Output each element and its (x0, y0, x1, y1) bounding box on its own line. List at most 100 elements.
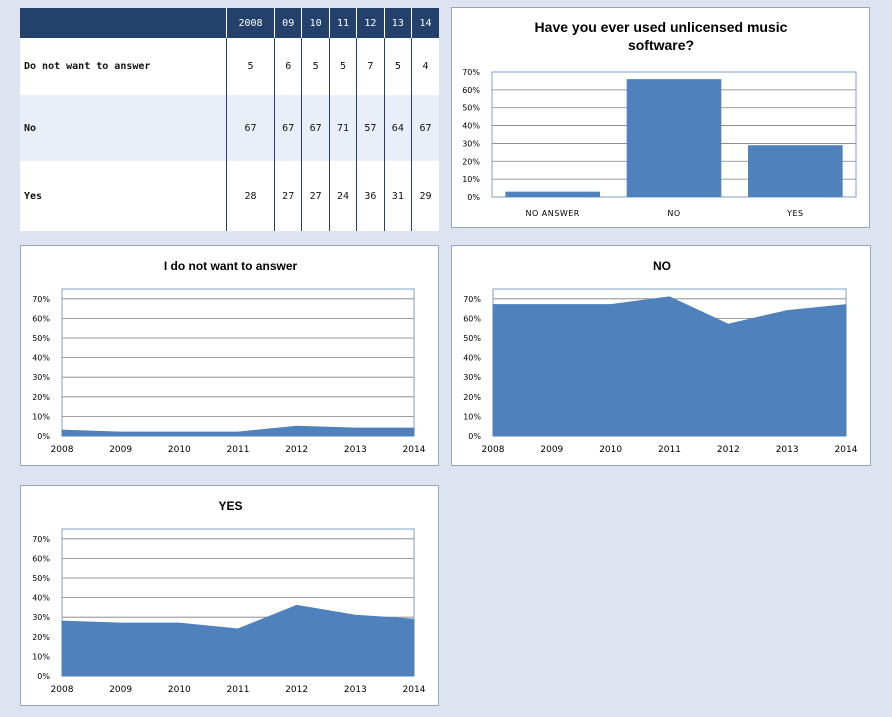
y-tick-label: 70% (32, 535, 50, 544)
x-tick-label: 2010 (168, 685, 191, 695)
x-tick-label: 2012 (285, 685, 308, 695)
table-cell: 5 (301, 38, 330, 95)
y-tick-label: 40% (462, 122, 480, 131)
y-tick-label: 60% (463, 314, 481, 323)
y-tick-label: 10% (463, 412, 481, 421)
y-tick-label: 10% (462, 175, 480, 184)
table-cell: 67 (301, 95, 330, 161)
table-header-cell: 09 (273, 8, 302, 38)
chart-title: software? (628, 37, 694, 53)
y-tick-label: 0% (468, 432, 481, 441)
area-chart-no: NO 0% 10% 20% 30% 40% 50% 60% 70% 2008 2009 2010 201… (463, 259, 858, 455)
y-tick-label: 30% (463, 373, 481, 382)
x-tick-label: 2009 (109, 445, 132, 455)
x-tick-label: 2008 (51, 685, 74, 695)
row-label: No (20, 95, 227, 161)
bar-no (626, 79, 722, 197)
table-cell: 29 (411, 161, 439, 231)
y-tick-label: 30% (32, 373, 50, 382)
area-chart-no-panel: NO 0% 10% 20% 30% 40% 50% 60% 70% 2008 2009 2010 201… (451, 245, 871, 466)
table-cell: 24 (328, 161, 357, 231)
table-cell: 64 (383, 95, 412, 161)
y-tick-label: 60% (32, 314, 50, 323)
x-tick-label: 2010 (168, 445, 191, 455)
top-strip (0, 0, 892, 4)
table-cell: 67 (273, 95, 302, 161)
table-cell: 67 (411, 95, 439, 161)
y-tick-label: 50% (32, 334, 50, 343)
y-tick-label: 70% (463, 295, 481, 304)
table-header-row: 2008 09 10 11 12 13 14 (20, 8, 439, 38)
table-header-cell: 14 (411, 8, 439, 38)
table-header-cell: 10 (301, 8, 330, 38)
x-tick-label: 2014 (403, 445, 426, 455)
y-tick-label: 50% (462, 104, 480, 113)
x-tick-label: 2008 (51, 445, 74, 455)
x-tick-label: 2014 (835, 445, 858, 455)
table-row: Yes 28 27 27 24 36 31 29 (20, 161, 439, 231)
y-tick-label: 0% (37, 672, 50, 681)
table-header-cell (20, 8, 227, 38)
y-tick-label: 70% (32, 295, 50, 304)
chart-title: Have you ever used unlicensed music (535, 19, 788, 35)
y-tick-label: 20% (32, 393, 50, 402)
table-cell: 36 (356, 161, 385, 231)
row-label: Do not want to answer (20, 38, 227, 95)
row-label: Yes (20, 161, 227, 231)
table-cell: 28 (226, 161, 275, 231)
x-tick-label: 2013 (344, 445, 367, 455)
table-header-cell: 12 (356, 8, 385, 38)
y-tick-label: 0% (467, 193, 480, 202)
y-tick-label: 30% (32, 613, 50, 622)
bar-no-answer (505, 191, 600, 197)
bar-chart-panel: Have you ever used unlicensed music softw… (451, 7, 870, 228)
bar-chart: Have you ever used unlicensed music softw… (462, 19, 857, 218)
table-cell: 5 (383, 38, 412, 95)
x-tick-label: NO (667, 209, 680, 218)
table-row: No 67 67 67 71 57 64 67 (20, 95, 439, 161)
table-row: Do not want to answer 5 6 5 5 7 5 4 (20, 38, 439, 95)
table-cell: 57 (356, 95, 385, 161)
x-tick-label: 2011 (658, 445, 681, 455)
x-tick-label: 2011 (227, 445, 250, 455)
table-cell: 5 (328, 38, 357, 95)
y-tick-label: 20% (463, 393, 481, 402)
chart-title: I do not want to answer (164, 259, 298, 273)
y-tick-label: 40% (32, 354, 50, 363)
y-tick-label: 60% (462, 86, 480, 95)
y-tick-label: 10% (32, 652, 50, 661)
x-tick-label: 2009 (540, 445, 563, 455)
plot-area (61, 288, 415, 437)
y-tick-label: 60% (32, 554, 50, 563)
table-header-cell: 11 (328, 8, 357, 38)
table-cell: 7 (356, 38, 385, 95)
x-tick-label: 2013 (776, 445, 799, 455)
table-cell: 67 (226, 95, 275, 161)
table-cell: 71 (328, 95, 357, 161)
x-tick-label: 2009 (109, 685, 132, 695)
x-tick-label: 2012 (285, 445, 308, 455)
chart-title: NO (653, 259, 671, 273)
x-tick-label: 2012 (717, 445, 740, 455)
x-tick-label: YES (786, 209, 804, 218)
y-tick-label: 50% (463, 334, 481, 343)
area-series (492, 296, 847, 437)
y-tick-label: 10% (32, 412, 50, 421)
x-tick-label: 2014 (403, 685, 426, 695)
y-tick-label: 30% (462, 139, 480, 148)
x-tick-label: NO ANSWER (525, 209, 579, 218)
table-cell: 4 (411, 38, 439, 95)
y-tick-label: 40% (463, 354, 481, 363)
table-header-cell: 2008 (226, 8, 275, 38)
x-tick-label: 2011 (227, 685, 250, 695)
table-cell: 6 (273, 38, 302, 95)
bar-yes (748, 145, 843, 197)
area-chart-yes-panel: YES 0% 10% 20% 30% 40% 50% 60% 70% 2008 2009 2010 20… (20, 485, 439, 706)
table-cell: 27 (301, 161, 330, 231)
table-cell: 27 (273, 161, 302, 231)
x-tick-label: 2008 (482, 445, 505, 455)
x-tick-label: 2010 (599, 445, 622, 455)
area-chart-yes: YES 0% 10% 20% 30% 40% 50% 60% 70% 2008 2009 2010 20… (32, 499, 426, 695)
area-chart-no-answer: I do not want to answer 0% 10% 20% 30% 40% 50%… (32, 259, 426, 455)
data-table: 2008 09 10 11 12 13 14 Do not want to an… (20, 8, 439, 231)
